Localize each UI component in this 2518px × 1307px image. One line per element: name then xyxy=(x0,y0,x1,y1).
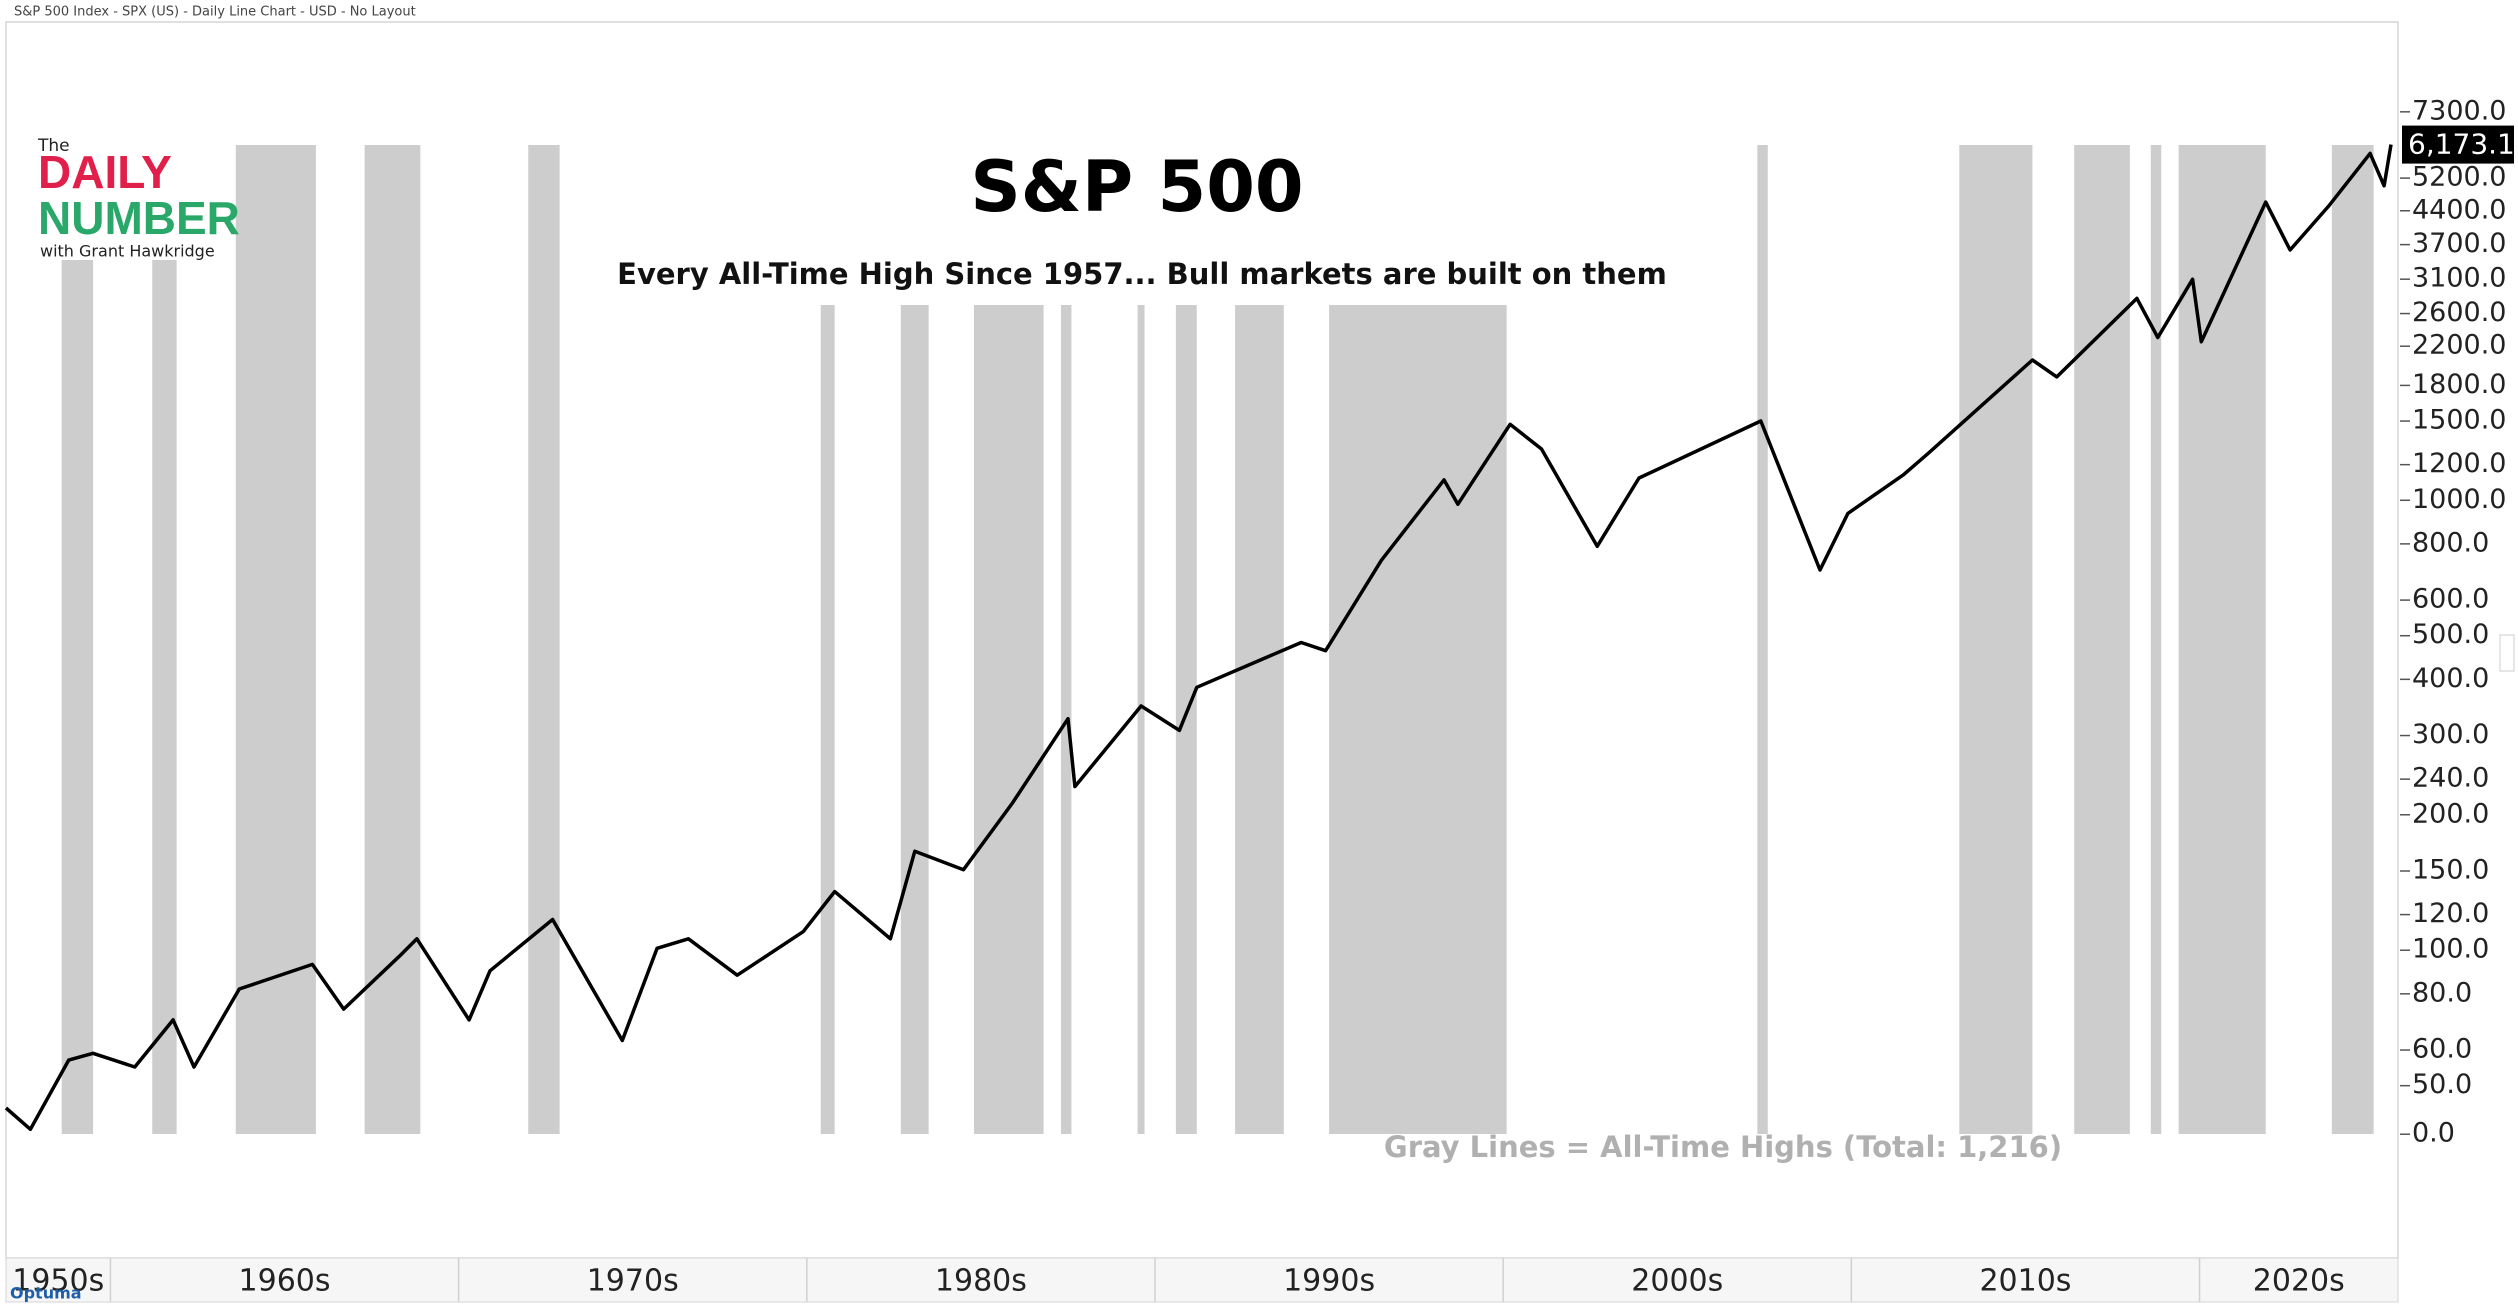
y-tick-label: 2600.0 xyxy=(2412,297,2506,328)
logo-top: The xyxy=(37,136,70,156)
y-tick-label: 60.0 xyxy=(2412,1034,2472,1065)
ath-band xyxy=(973,305,1044,1134)
y-tick-label: 0.0 xyxy=(2412,1118,2455,1149)
x-tick-label: 2000s xyxy=(1631,1264,1723,1299)
y-tick-label: 3700.0 xyxy=(2412,228,2506,259)
y-tick-label: 2200.0 xyxy=(2412,330,2506,361)
ath-band xyxy=(1175,305,1197,1134)
ath-band xyxy=(2178,145,2266,1134)
logo-byline: with Grant Hawkridge xyxy=(40,242,215,261)
ath-band xyxy=(2331,145,2374,1134)
price-line xyxy=(4,144,2393,1132)
ath-band xyxy=(1137,305,1145,1134)
ath-band xyxy=(61,260,94,1134)
y-tick-label: 600.0 xyxy=(2412,584,2489,615)
y-tick-label: 1800.0 xyxy=(2412,369,2506,400)
y-tick-label: 50.0 xyxy=(2412,1069,2472,1100)
y-tick-label: 240.0 xyxy=(2412,763,2489,794)
y-tick-label: 120.0 xyxy=(2412,898,2489,929)
side-handle[interactable] xyxy=(2499,634,2515,672)
x-tick-label: 2020s xyxy=(2253,1264,2345,1299)
logo: The DAILY NUMBER with Grant Hawkridge xyxy=(37,136,240,261)
y-tick-label: 150.0 xyxy=(2412,854,2489,885)
logo-line1: DAILY xyxy=(38,146,172,198)
ath-band xyxy=(2150,145,2162,1134)
x-tick-label: 1980s xyxy=(935,1264,1027,1299)
decade-strip xyxy=(5,1257,2399,1303)
ath-band xyxy=(2074,145,2130,1134)
ath-band xyxy=(528,145,560,1134)
chart-subtitle: Every All-Time High Since 1957... Bull m… xyxy=(617,257,1667,291)
y-tick-label: 400.0 xyxy=(2412,663,2489,694)
ath-band xyxy=(1235,305,1284,1134)
x-tick-label: 1950s xyxy=(12,1264,104,1299)
brand: Optuma xyxy=(10,1284,82,1303)
ath-band xyxy=(900,305,929,1134)
y-tick-label: 7300.0 xyxy=(2412,95,2506,126)
y-tick-label: 1200.0 xyxy=(2412,448,2506,479)
y-tick-label: 3100.0 xyxy=(2412,263,2506,294)
y-tick-label: 4400.0 xyxy=(2412,194,2506,225)
y-tick-label: 300.0 xyxy=(2412,719,2489,750)
last-value-label: 6,173.1 xyxy=(2408,128,2515,161)
ath-band xyxy=(364,145,421,1134)
ath-band xyxy=(1959,145,2033,1134)
header: S&P 500 Index - SPX (US) - Daily Line Ch… xyxy=(14,5,416,20)
y-tick-label: 800.0 xyxy=(2412,527,2489,558)
y-tick-label: 500.0 xyxy=(2412,619,2489,650)
y-tick-label: 1500.0 xyxy=(2412,405,2506,436)
x-tick-label: 1970s xyxy=(587,1264,679,1299)
ath-band xyxy=(152,260,177,1134)
ath-bands xyxy=(61,145,2374,1134)
last-value-box xyxy=(2402,125,2514,164)
x-tick-label: 2010s xyxy=(1979,1264,2071,1299)
y-tick-label: 100.0 xyxy=(2412,934,2489,965)
logo-line2: NUMBER xyxy=(38,192,240,244)
chart-title: S&P 500 xyxy=(970,146,1303,228)
x-tick-label: 1990s xyxy=(1283,1264,1375,1299)
ath-band xyxy=(1329,305,1507,1134)
y-tick-label: 80.0 xyxy=(2412,977,2472,1008)
plot xyxy=(4,144,2393,1132)
ath-band xyxy=(820,305,835,1134)
y-tick-label: 200.0 xyxy=(2412,798,2489,829)
x-tick-label: 1960s xyxy=(239,1264,331,1299)
ath-band xyxy=(1757,145,1768,1134)
y-tick-label: 5200.0 xyxy=(2412,162,2506,193)
annotation: Gray Lines = All-Time Highs (Total: 1,21… xyxy=(1384,1130,2062,1164)
y-tick-label: 1000.0 xyxy=(2412,484,2506,515)
